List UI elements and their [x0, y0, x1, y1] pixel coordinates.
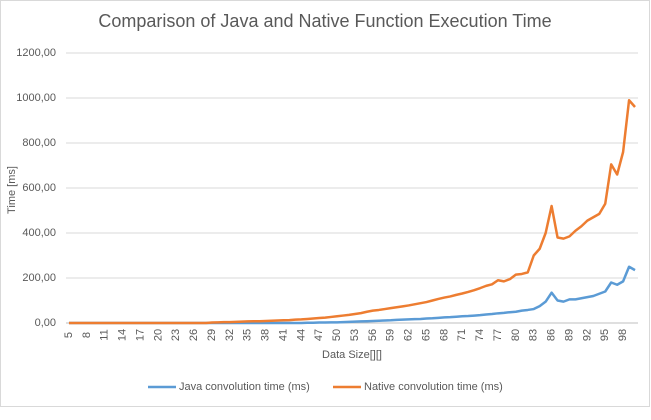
y-tick-label: 600,00: [22, 182, 56, 194]
x-tick-label: 17: [134, 329, 146, 341]
x-tick-label: 50: [331, 329, 343, 341]
x-tick-label: 98: [617, 329, 629, 341]
x-tick-label: 56: [367, 329, 379, 341]
x-tick-label: 92: [581, 329, 593, 341]
x-tick-label: 14: [117, 329, 129, 341]
x-tick-label: 44: [295, 329, 307, 341]
legend-label: Java convolution time (ms): [179, 381, 310, 393]
x-tick-label: 47: [313, 329, 325, 341]
x-tick-label: 77: [492, 329, 504, 341]
legend-label: Native convolution time (ms): [364, 381, 503, 393]
x-tick-label: 32: [224, 329, 236, 341]
x-tick-label: 8: [81, 332, 93, 338]
x-tick-label: 89: [563, 329, 575, 341]
x-tick-label: 38: [260, 329, 272, 341]
x-tick-label: 68: [438, 329, 450, 341]
x-axis-label: Data Size[][]: [322, 349, 382, 361]
y-axis-label: Time [ms]: [6, 166, 18, 214]
series-line: [68, 99, 636, 325]
x-tick-label: 26: [188, 329, 200, 341]
x-tick-label: 11: [99, 329, 111, 340]
chart-title: Comparison of Java and Native Function E…: [98, 11, 551, 31]
x-tick-label: 74: [474, 329, 486, 341]
x-tick-label: 83: [528, 329, 540, 341]
x-tick-label: 71: [456, 329, 468, 341]
x-tick-label: 95: [599, 329, 611, 341]
x-tick-label: 5: [63, 332, 75, 338]
y-tick-label: 800,00: [22, 137, 56, 149]
x-tick-label: 80: [510, 329, 522, 341]
x-tick-label: 41: [277, 329, 289, 341]
x-tick-label: 23: [170, 329, 182, 341]
x-tick-label: 20: [152, 329, 164, 341]
x-tick-label: 53: [349, 329, 361, 341]
y-tick-label: 400,00: [22, 227, 56, 239]
x-tick-label: 62: [403, 329, 415, 341]
y-tick-label: 0,00: [35, 317, 56, 329]
y-tick-label: 200,00: [22, 272, 56, 284]
x-tick-label: 86: [546, 329, 558, 341]
x-tick-label: 59: [385, 329, 397, 341]
x-tick-label: 65: [420, 329, 432, 341]
x-tick-label: 29: [206, 329, 218, 341]
x-tick-label: 35: [242, 329, 254, 341]
y-tick-label: 1000,00: [16, 92, 56, 104]
chart-frame: [0, 0, 650, 407]
y-tick-label: 1200,00: [16, 47, 56, 59]
